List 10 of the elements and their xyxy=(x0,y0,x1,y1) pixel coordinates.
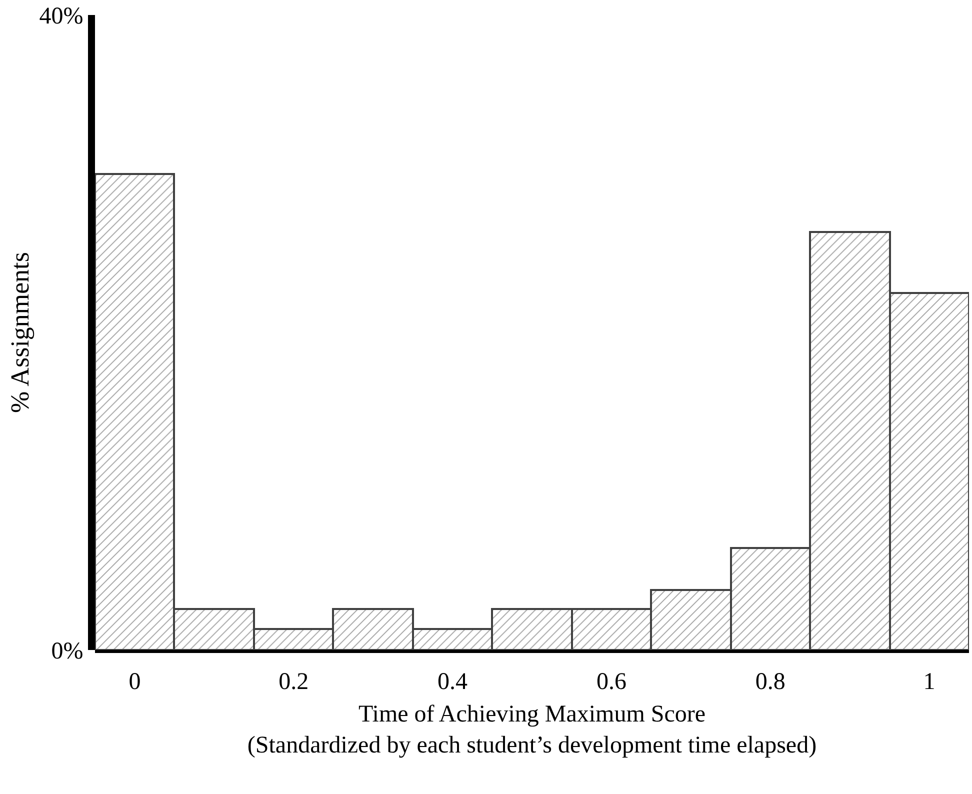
x-tick-label: 1 xyxy=(923,669,936,695)
x-axis-title: Time of Achieving Maximum Score (Standardized by each student’s development time elapsed) xyxy=(247,701,817,758)
x-tick-label: 0.4 xyxy=(438,669,468,695)
x-tick-label: 0.6 xyxy=(596,669,626,695)
x-tick-label: 0.8 xyxy=(755,669,786,695)
y-axis-title: % Assignments xyxy=(6,252,35,414)
x-tick-label: 0 xyxy=(128,669,141,695)
y-tick-label: 40% xyxy=(39,3,84,30)
x-tick-label: 0.2 xyxy=(278,669,309,695)
y-tick-label: 0% xyxy=(51,638,84,664)
